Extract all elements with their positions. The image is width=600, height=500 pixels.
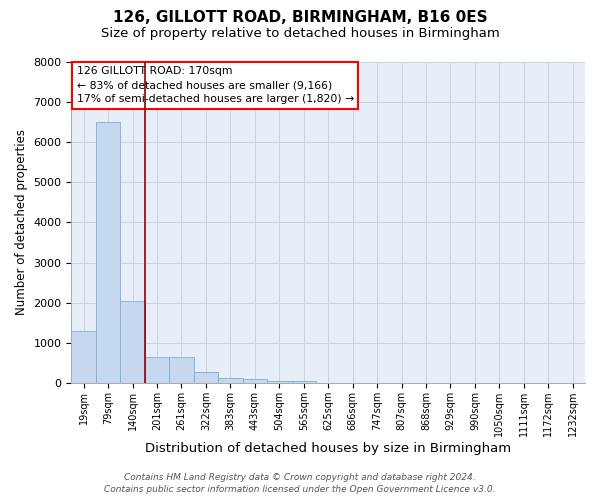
Bar xyxy=(218,378,242,384)
Bar xyxy=(292,382,316,384)
Bar xyxy=(194,372,218,384)
Text: Size of property relative to detached houses in Birmingham: Size of property relative to detached ho… xyxy=(101,28,499,40)
Text: Contains HM Land Registry data © Crown copyright and database right 2024.
Contai: Contains HM Land Registry data © Crown c… xyxy=(104,472,496,494)
Bar xyxy=(145,357,169,384)
Bar xyxy=(242,380,267,384)
Y-axis label: Number of detached properties: Number of detached properties xyxy=(15,130,28,316)
Text: 126 GILLOTT ROAD: 170sqm
← 83% of detached houses are smaller (9,166)
17% of sem: 126 GILLOTT ROAD: 170sqm ← 83% of detach… xyxy=(77,66,354,104)
X-axis label: Distribution of detached houses by size in Birmingham: Distribution of detached houses by size … xyxy=(145,442,511,455)
Bar xyxy=(121,301,145,384)
Bar xyxy=(267,381,292,384)
Bar xyxy=(169,357,194,384)
Bar xyxy=(96,122,121,384)
Bar xyxy=(71,331,96,384)
Text: 126, GILLOTT ROAD, BIRMINGHAM, B16 0ES: 126, GILLOTT ROAD, BIRMINGHAM, B16 0ES xyxy=(113,10,487,25)
